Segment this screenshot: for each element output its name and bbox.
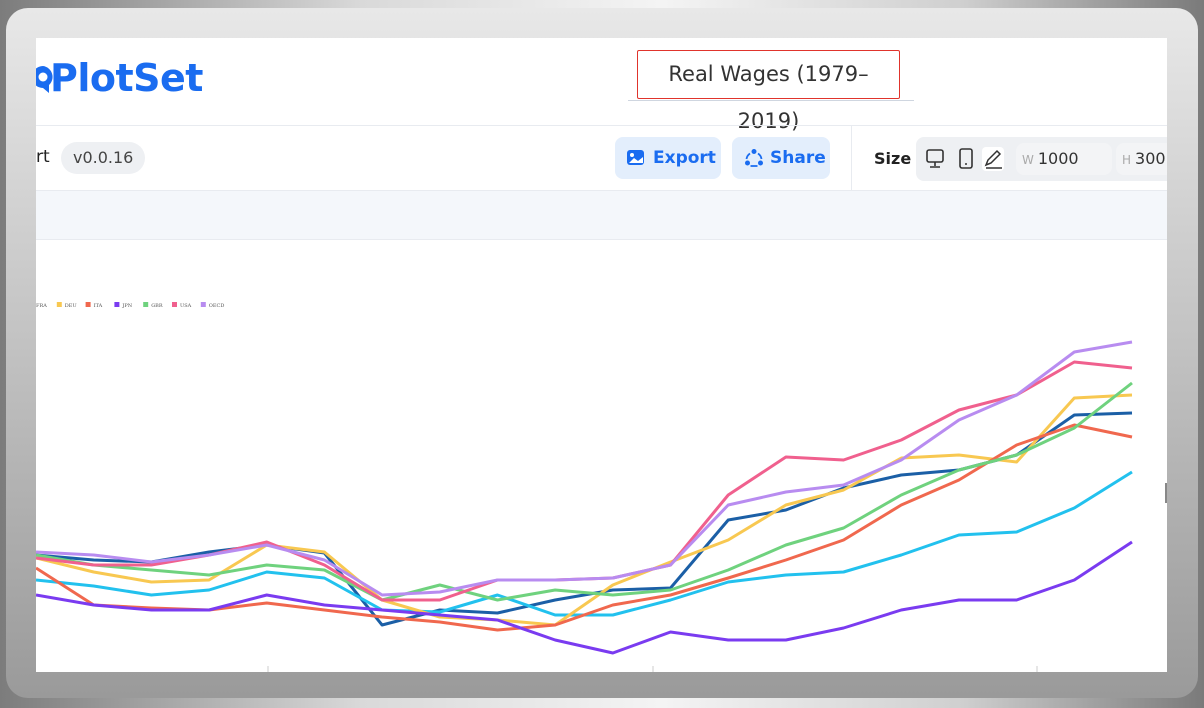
chart-title-input[interactable]: Real Wages (1979–2019)	[637, 50, 900, 133]
legend-label: DEU	[65, 303, 77, 309]
legend-label: USA	[180, 303, 192, 309]
size-controls: W 1000 H 300	[916, 137, 1167, 181]
underline	[628, 100, 914, 101]
width-value: 1000	[1037, 149, 1079, 168]
height-input[interactable]: H 300	[1116, 143, 1167, 175]
version-badge: v0.0.16	[61, 142, 146, 174]
app-window: PlotSet Real Wages (1979–2019) rt v0.0.1…	[36, 38, 1167, 672]
data-line	[36, 540, 1133, 655]
logo[interactable]: PlotSet	[50, 56, 203, 100]
size-presets[interactable]	[924, 147, 1004, 171]
width-input[interactable]: W 1000	[1016, 143, 1112, 175]
height-label: H	[1122, 153, 1132, 167]
width-label: W	[1022, 153, 1034, 167]
size-label: Size	[874, 149, 912, 168]
height-value: 300	[1135, 149, 1166, 168]
legend-label: ITA	[94, 303, 103, 309]
legend-swatch	[143, 302, 149, 307]
share-label: Share	[770, 148, 826, 168]
legend-swatch	[56, 302, 62, 307]
separator	[851, 126, 852, 190]
legend-label: GBR	[151, 303, 163, 309]
legend-swatch	[200, 302, 206, 307]
legend-label: JPN	[121, 303, 132, 309]
legend-swatch	[114, 302, 120, 307]
legend-swatch	[172, 302, 177, 307]
share-icon	[745, 149, 763, 167]
export-label: Export	[653, 148, 716, 168]
export-button[interactable]: Export	[615, 137, 721, 179]
legend-swatch	[85, 302, 91, 307]
chart: FRA DEU ITA JPN GBR USA OECD	[36, 302, 1167, 672]
data-line	[36, 340, 1133, 597]
resize-handle[interactable]	[1165, 483, 1167, 503]
tab-label[interactable]: rt	[36, 147, 50, 167]
separator	[36, 125, 1167, 126]
data-line	[36, 360, 1133, 602]
export-icon	[627, 150, 644, 165]
data-line	[36, 381, 1133, 602]
share-button[interactable]: Share	[732, 137, 830, 179]
toolbar-band	[36, 190, 1167, 240]
logo-icon	[36, 66, 53, 93]
legend-label: FRA	[36, 303, 47, 309]
legend-label: OECD	[209, 303, 225, 309]
data-line	[36, 411, 1133, 627]
